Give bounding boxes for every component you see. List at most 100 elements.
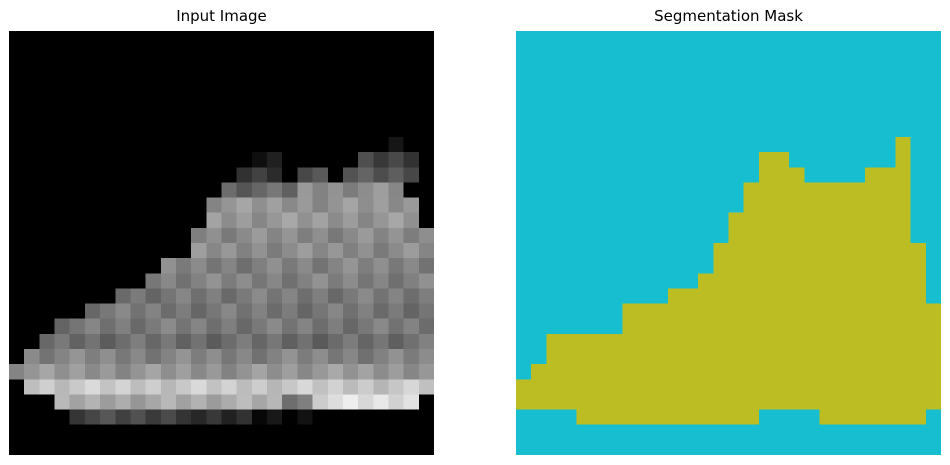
input-pixel [312, 288, 328, 304]
input-pixel [267, 197, 283, 213]
input-pixel [358, 364, 374, 380]
input-pixel [297, 243, 313, 259]
input-pixel [297, 303, 313, 319]
input-pixel [191, 227, 207, 243]
input-pixel [312, 364, 328, 380]
input-pixel [39, 364, 55, 380]
input-pixel [115, 394, 131, 410]
input-pixel [297, 364, 313, 380]
input-pixel [54, 318, 70, 334]
segmentation-mask-title: Segmentation Mask [654, 7, 803, 25]
input-pixel [388, 212, 404, 228]
input-pixel [282, 349, 298, 365]
mask-object-run [622, 318, 941, 334]
input-pixel [236, 288, 252, 304]
input-pixel [115, 364, 131, 380]
input-pixel [373, 227, 389, 243]
input-pixel [358, 243, 374, 259]
input-pixel [54, 333, 70, 349]
input-pixel [358, 394, 374, 410]
input-pixel [282, 394, 298, 410]
input-pixel [84, 409, 101, 425]
input-pixel [418, 364, 434, 380]
input-pixel [251, 394, 268, 410]
input-pixel [327, 333, 343, 349]
input-pixel [69, 349, 85, 365]
input-pixel [327, 349, 343, 365]
input-pixel [297, 212, 313, 228]
input-pixel [342, 273, 359, 289]
input-pixel [267, 364, 283, 380]
input-pixel [251, 349, 268, 365]
input-pixel [84, 364, 101, 380]
input-pixel [236, 182, 252, 198]
input-pixel [221, 288, 237, 304]
input-pixel [297, 333, 313, 349]
input-pixel [418, 333, 434, 349]
input-pixel [191, 364, 207, 380]
input-pixel [388, 273, 404, 289]
input-pixel [282, 227, 298, 243]
input-pixel [236, 409, 252, 425]
input-pixel [160, 409, 176, 425]
input-pixel [267, 152, 283, 168]
input-pixel [342, 318, 359, 334]
input-pixel [327, 258, 343, 274]
input-pixel [267, 258, 283, 274]
input-pixel [69, 364, 85, 380]
input-pixel [403, 273, 419, 289]
input-pixel [373, 258, 389, 274]
input-pixel [221, 394, 237, 410]
input-pixel [251, 409, 268, 425]
input-pixel [54, 349, 70, 365]
input-pixel [100, 394, 116, 410]
input-pixel [282, 197, 298, 213]
input-pixel [251, 364, 268, 380]
input-pixel [251, 197, 268, 213]
input-pixel [342, 197, 359, 213]
mask-object-run [819, 409, 926, 425]
input-pixel [236, 349, 252, 365]
input-pixel [373, 212, 389, 228]
input-pixel [403, 349, 419, 365]
input-pixel [191, 273, 207, 289]
input-pixel [236, 197, 252, 213]
input-pixel [69, 318, 85, 334]
input-pixel [358, 303, 374, 319]
input-pixel [327, 273, 343, 289]
input-pixel [175, 273, 192, 289]
input-pixel [54, 394, 70, 410]
input-pixel [403, 379, 419, 395]
input-pixel [388, 182, 404, 198]
input-pixel [206, 243, 222, 259]
input-pixel [297, 258, 313, 274]
input-pixel [388, 137, 404, 153]
input-pixel [327, 227, 343, 243]
input-pixel [145, 318, 161, 334]
input-pixel [373, 318, 389, 334]
mask-object-run [622, 303, 941, 319]
segmentation-mask-image [516, 31, 941, 455]
input-pixel [206, 212, 222, 228]
input-pixel [297, 273, 313, 289]
input-pixel [251, 152, 268, 168]
input-pixel [282, 364, 298, 380]
input-pixel [327, 303, 343, 319]
input-pixel [358, 152, 374, 168]
input-pixel [342, 288, 359, 304]
input-pixel [358, 349, 374, 365]
input-pixel [418, 349, 434, 365]
input-pixel [175, 379, 192, 395]
input-pixel [191, 409, 207, 425]
input-pixel [418, 243, 434, 259]
input-pixel [206, 258, 222, 274]
input-pixel [206, 394, 222, 410]
input-pixel [403, 197, 419, 213]
input-pixel [327, 197, 343, 213]
input-pixel [373, 182, 389, 198]
input-pixel [160, 318, 176, 334]
input-pixel [145, 303, 161, 319]
input-pixel [251, 167, 268, 183]
input-pixel [282, 212, 298, 228]
input-pixel [84, 349, 101, 365]
